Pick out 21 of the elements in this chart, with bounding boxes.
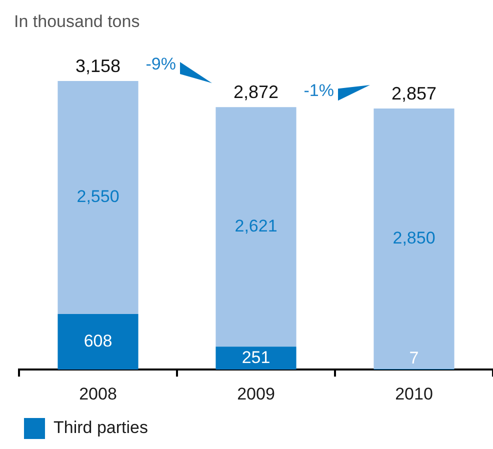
bar bbox=[58, 81, 138, 314]
data-label: 608 bbox=[84, 332, 112, 351]
x-tick-label: 2010 bbox=[395, 384, 433, 404]
total-label: 2,872 bbox=[233, 82, 279, 102]
data-label: 7 bbox=[409, 348, 419, 368]
bar bbox=[216, 346, 296, 370]
bar bbox=[216, 107, 296, 347]
data-label: 251 bbox=[242, 348, 270, 367]
bar bbox=[374, 108, 454, 369]
data-label: 2,550 bbox=[76, 187, 120, 206]
x-tick-label: 2009 bbox=[237, 384, 275, 404]
bar bbox=[58, 314, 138, 370]
x-tick-label: 2008 bbox=[79, 384, 117, 404]
data-label: 2,621 bbox=[234, 216, 278, 236]
annotation: -1% bbox=[304, 80, 334, 100]
y-axis-title: In thousand tons bbox=[14, 12, 140, 32]
data-label: 2,850 bbox=[392, 228, 436, 248]
text: -9% bbox=[146, 54, 176, 74]
total-label: 3,158 bbox=[75, 56, 121, 76]
legend-label: Third parties bbox=[54, 418, 148, 438]
total-label: 2,857 bbox=[391, 83, 437, 104]
